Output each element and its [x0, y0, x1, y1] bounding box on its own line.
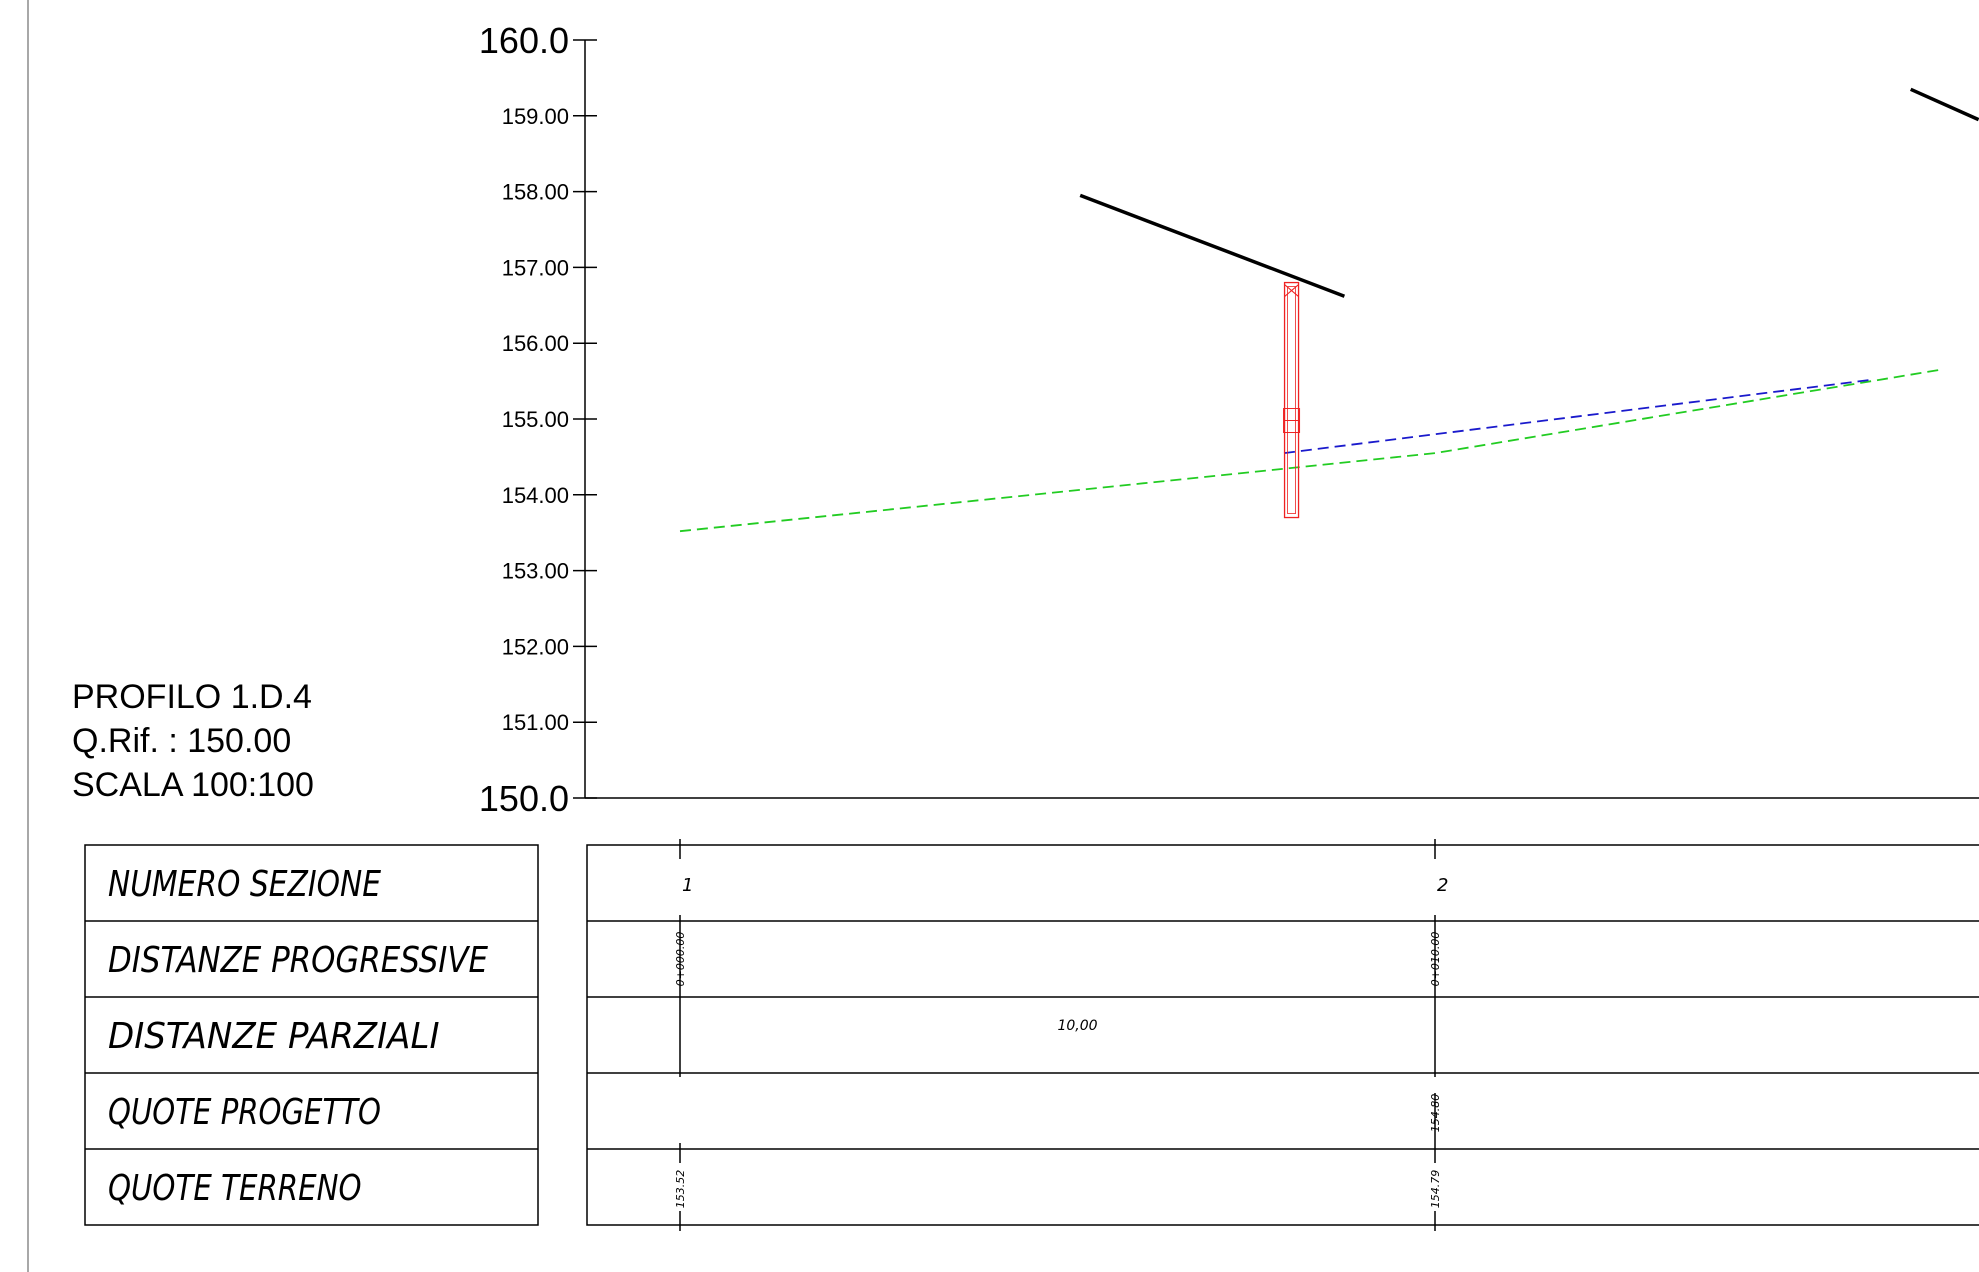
series-line-4 [1909, 87, 1979, 122]
y-tick-label: 153.00 [502, 559, 569, 584]
well-marker [1283, 281, 1300, 519]
table-row-label: DISTANZE PARZIALI [108, 1016, 440, 1057]
y-tick-label: 158.00 [502, 180, 569, 205]
y-tick-label: 160.0 [479, 20, 569, 61]
y-tick-label: 157.00 [502, 255, 569, 280]
section-ground-elevation: 153.52 [674, 1170, 687, 1209]
table-value-box [586, 844, 1979, 1226]
table-label-box [84, 844, 539, 1226]
marker-layer [1283, 281, 1301, 519]
section-ground-elevation: 154.79 [1429, 1170, 1442, 1209]
y-tick-label: 156.00 [502, 331, 569, 356]
y-tick-label: 150.0 [479, 778, 569, 819]
section-progressive: 0+010.00 [1429, 932, 1442, 987]
y-axis: 150.0 151.00 152.00 153.00 154.00 155.00 156.0… [479, 20, 1979, 819]
y-tick-label: 159.00 [502, 104, 569, 129]
y-tick-label: 155.00 [502, 407, 569, 432]
section-project-elevation: 154.80 [1429, 1094, 1442, 1133]
series-layer [679, 87, 1979, 533]
table-row-label: QUOTE PROGETTO [108, 1092, 381, 1133]
y-tick-label: 154.00 [502, 483, 569, 508]
data-table: NUMERO SEZIONE DISTANZE PROGRESSIVE DISTAN… [84, 839, 1979, 1231]
partial-distance: 10,00 [1057, 1018, 1097, 1034]
profile-title: PROFILO 1.D.4 [72, 678, 312, 716]
section-number: 2 [1437, 875, 1448, 896]
reference-elevation: Q.Rif. : 150.00 [72, 722, 292, 760]
sheet-left-border [27, 0, 29, 1272]
well-marker-inner [1287, 286, 1296, 514]
series-line-2 [1283, 378, 1874, 454]
y-tick-label: 152.00 [502, 634, 569, 659]
series-line-3 [1079, 193, 1346, 298]
well-marker-cross [1284, 284, 1299, 297]
table-row-label: DISTANZE PROGRESSIVE [108, 940, 488, 981]
table-row-label: NUMERO SEZIONE [108, 864, 381, 905]
section-number: 1 [682, 875, 693, 896]
scale-label: SCALA 100:100 [72, 766, 314, 804]
table-row-label: QUOTE TERRENO [108, 1168, 362, 1209]
y-tick-label: 151.00 [502, 710, 569, 735]
section-progressive: 0+000.00 [674, 932, 687, 987]
